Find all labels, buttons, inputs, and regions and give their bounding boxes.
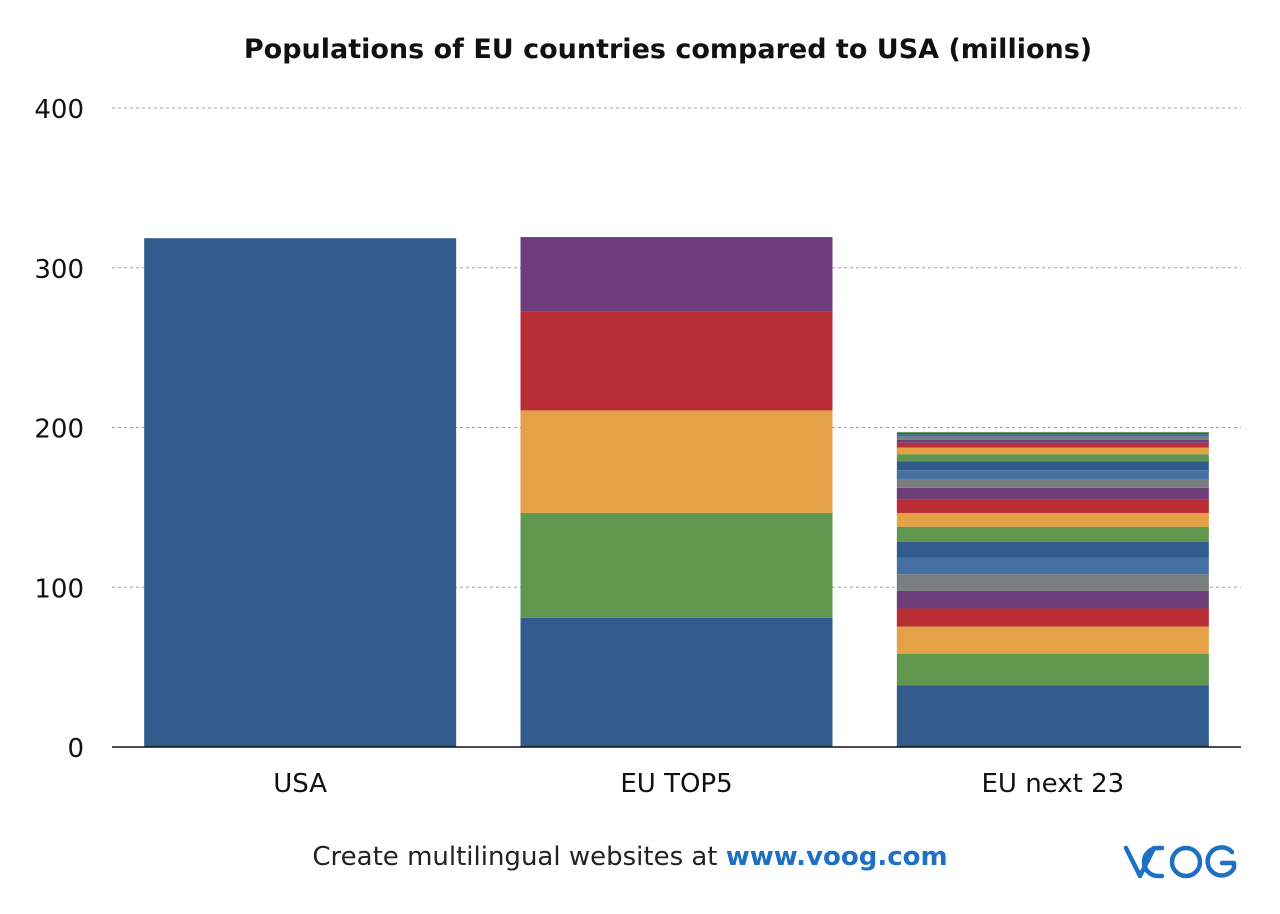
bar-segment (520, 311, 833, 411)
voog-link[interactable]: www.voog.com (725, 842, 948, 872)
bar-segment (896, 431, 1209, 433)
bar-segment (144, 238, 457, 748)
bar-segment (896, 454, 1209, 462)
y-tick-label: 300 (34, 255, 84, 285)
chart: Populations of EU countries compared to … (34, 34, 1241, 799)
bar-segment (896, 461, 1209, 471)
bar-segment (896, 626, 1209, 654)
bar-segment (896, 653, 1209, 686)
bar-segment (520, 617, 833, 747)
y-tick-label: 0 (67, 734, 84, 764)
bars (144, 237, 1209, 748)
y-axis: 0 100 200 300 400 (34, 95, 84, 764)
bar-segment (896, 542, 1209, 558)
bar-segment (896, 439, 1209, 443)
bar-segment (896, 447, 1209, 455)
bar-segment (896, 526, 1209, 543)
bar-segment (520, 410, 833, 513)
bar-segment (896, 685, 1209, 747)
y-tick-label: 100 (34, 574, 84, 604)
chart-title: Populations of EU countries compared to … (244, 34, 1092, 65)
bar-segment (896, 574, 1209, 591)
x-tick-label: EU TOP5 (620, 769, 732, 799)
voog-logo[interactable] (1122, 842, 1248, 882)
bar-segment (896, 608, 1209, 627)
bar-segment (896, 436, 1209, 440)
bar-segment (896, 499, 1209, 513)
bar-segment (896, 470, 1209, 479)
bar-segment (520, 237, 833, 312)
x-axis-labels: USA EU TOP5 EU next 23 (273, 769, 1124, 799)
y-tick-label: 200 (34, 415, 84, 445)
footer-text: Create multilingual websites at (312, 842, 726, 872)
bar-segment (896, 432, 1209, 435)
bar-segment (896, 487, 1209, 500)
bar-segment (896, 442, 1209, 448)
x-tick-label: USA (273, 769, 327, 799)
bar-segment (896, 434, 1209, 437)
footer: Create multilingual websites at www.voog… (0, 842, 1260, 872)
bar-segment (520, 512, 833, 618)
bar-segment (896, 557, 1209, 575)
bar-segment (896, 590, 1209, 609)
x-tick-label: EU next 23 (981, 769, 1124, 799)
bar-segment (896, 478, 1209, 488)
bar-segment (896, 512, 1209, 527)
y-tick-label: 400 (34, 95, 84, 125)
